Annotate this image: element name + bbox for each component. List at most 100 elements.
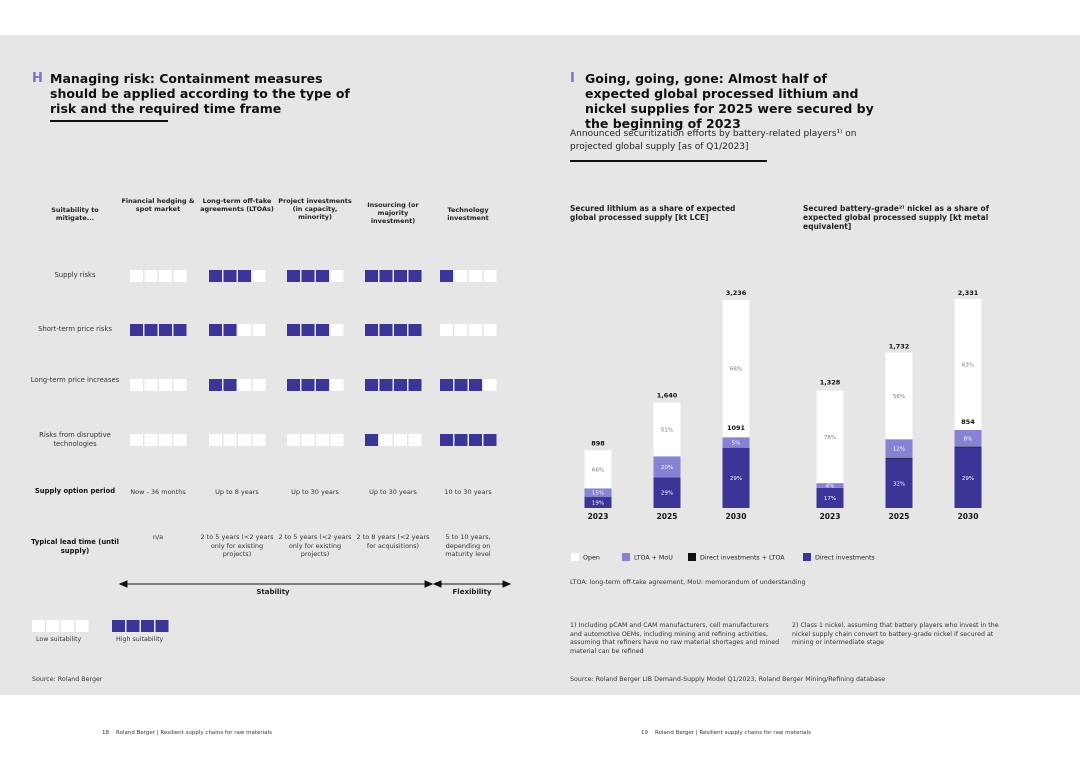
suitability-square [144, 270, 158, 282]
suitability-square [252, 324, 266, 336]
bar-segment [653, 402, 681, 457]
bar-segment [885, 458, 913, 508]
section-letter: H [32, 71, 43, 86]
cell: 2 to 5 years (<2 years only for existing… [278, 533, 352, 558]
rating [287, 434, 344, 446]
suitability-square [316, 434, 329, 446]
suitability-square [144, 379, 158, 391]
suitability-square [159, 379, 172, 391]
section-letter: I [570, 71, 575, 86]
bar-segment [722, 300, 750, 438]
segment-label: 15% [592, 491, 604, 497]
segment-label: 29% [962, 476, 974, 482]
suitability-square [130, 379, 143, 391]
segment-label: 66% [730, 367, 742, 373]
row-label: Long-term price increases [30, 376, 120, 384]
suitability-square [469, 379, 482, 391]
legend-low: Low suitability [36, 636, 82, 643]
segment-label: 20% [661, 465, 673, 471]
suitability-square [301, 434, 315, 446]
suitability-square [408, 434, 422, 446]
title-rule [50, 120, 168, 122]
suitability-square [379, 270, 393, 282]
bar-segment [954, 446, 982, 448]
suitability-square [141, 620, 154, 632]
footer: Roland Berger | Resilient supply chains … [655, 730, 811, 736]
suitability-square [173, 324, 187, 336]
suitability-square [252, 379, 266, 391]
suitability-square [209, 324, 222, 336]
stability-label: Stability [256, 588, 290, 596]
suitability-square [223, 379, 237, 391]
column-header: Long-term off-take agreements (LTOAs) [200, 197, 274, 213]
segment-label: 17% [824, 496, 836, 502]
suitability-square [365, 270, 378, 282]
suitability-square [408, 270, 422, 282]
suitability-square [209, 379, 222, 391]
source: Source: Roland Berger [32, 676, 103, 683]
suitability-square [440, 270, 453, 282]
suitability-square [316, 379, 329, 391]
suitability-square [394, 434, 407, 446]
bar-segment [885, 352, 913, 440]
cell: 2 to 5 years (<2 years only for existing… [200, 533, 274, 558]
page-number: 18 [102, 730, 109, 736]
category-label: 2025 [657, 512, 678, 521]
rating [209, 270, 266, 282]
total-label: 1,732 [889, 342, 910, 350]
row-label: Supply risks [54, 271, 96, 279]
total-label: 2,331 [958, 289, 979, 297]
segment-label: 78% [824, 435, 836, 441]
rating [130, 324, 187, 336]
suitability-square [330, 270, 344, 282]
suitability-square [173, 379, 187, 391]
bar-segment [954, 298, 982, 430]
suitability-square [238, 270, 251, 282]
segment-label: 66% [592, 467, 604, 473]
suitability-square [252, 270, 266, 282]
suitability-square [316, 324, 329, 336]
footer: Roland Berger | Resilient supply chains … [116, 730, 272, 736]
category-label: 2023 [588, 512, 609, 521]
title: Going, going, gone: Almost half of expec… [585, 71, 874, 131]
row-label: Short-term price risks [38, 325, 112, 333]
suitability-square [483, 434, 497, 446]
suitability-square [173, 434, 187, 446]
footnote: 2) Class 1 nickel, assuming that battery… [792, 622, 999, 646]
suitability-square [159, 434, 172, 446]
segment-label: 29% [730, 476, 742, 482]
bar-segment [722, 437, 750, 448]
bar-segment [954, 430, 982, 447]
suitability-square [440, 379, 453, 391]
legend-label: Open [583, 555, 600, 562]
suitability-square [238, 324, 251, 336]
legend-high: High suitability [116, 636, 164, 643]
secured-label: 1091 [727, 424, 746, 432]
segment-label: 51% [661, 427, 673, 433]
suitability-square [287, 379, 300, 391]
bar-segment [722, 447, 750, 508]
rating [440, 270, 497, 282]
legend-label: LTOA + MoU [634, 555, 673, 562]
rating [365, 324, 422, 336]
cell: n/a [152, 533, 164, 541]
cell: Now - 36 months [130, 488, 186, 496]
suitability-square [287, 270, 300, 282]
suitability-square [238, 379, 251, 391]
suitability-square [112, 620, 125, 632]
source: Source: Roland Berger LIB Demand-Supply … [570, 676, 886, 683]
suitability-square [75, 620, 89, 632]
rating [130, 434, 187, 446]
segment-label: 29% [661, 491, 673, 497]
suitability-square [61, 620, 74, 632]
cell: Up to 30 years [369, 488, 417, 496]
rating [209, 434, 266, 446]
segment-label: 19% [592, 501, 604, 507]
suitability-square [301, 379, 315, 391]
subtitle: Announced securitization efforts by batt… [570, 129, 857, 152]
column-header: Insourcing (or majority investment) [367, 201, 419, 225]
segment-label: 56% [893, 394, 905, 400]
cell: Up to 8 years [215, 488, 259, 496]
segment-label: 8% [964, 436, 973, 442]
